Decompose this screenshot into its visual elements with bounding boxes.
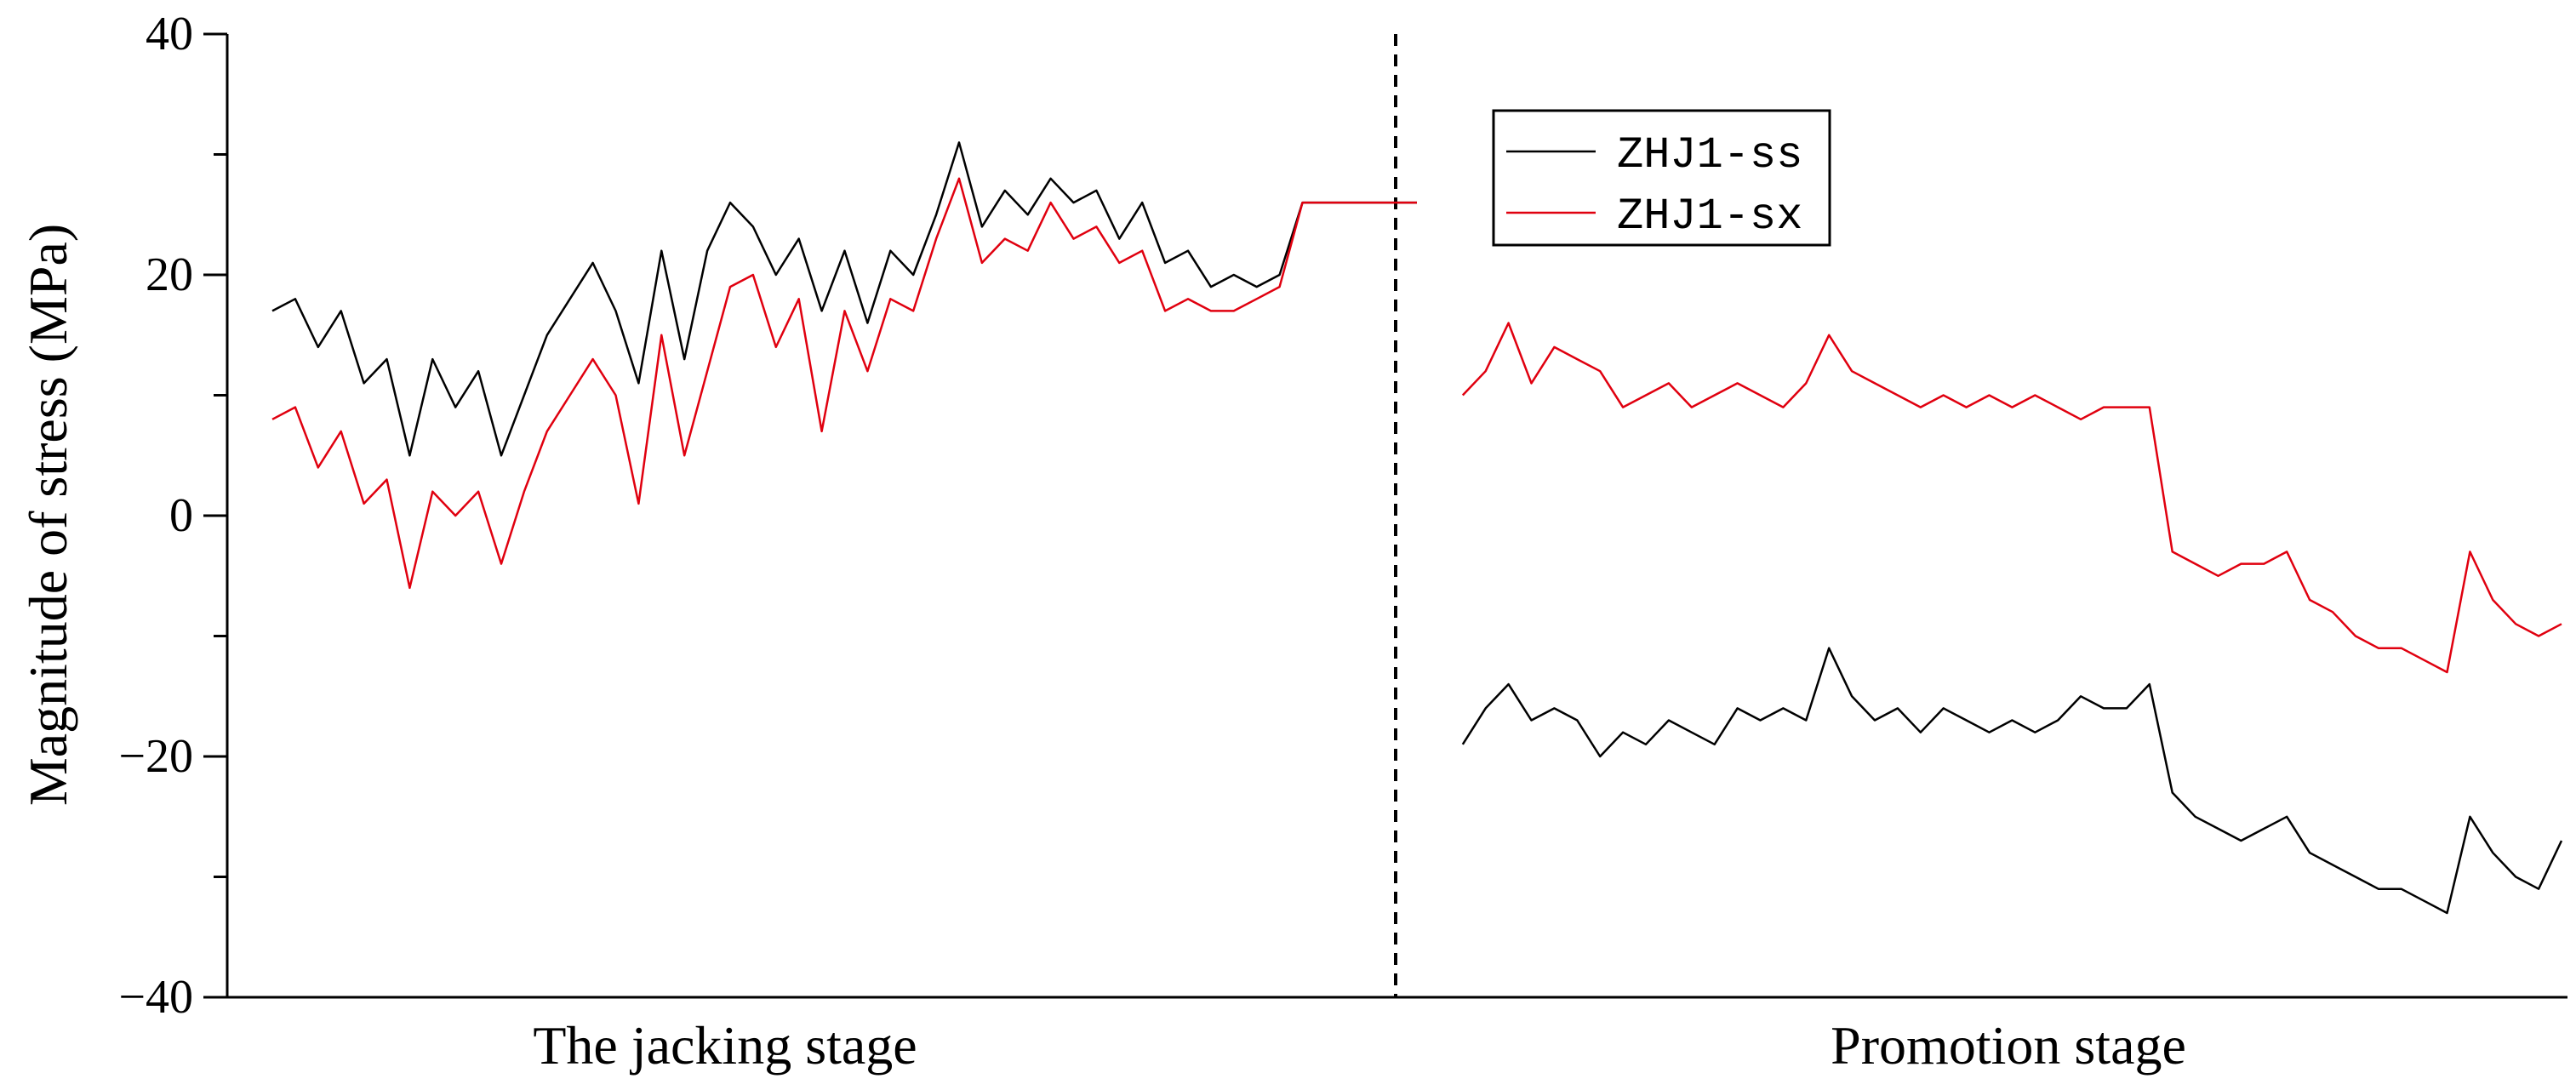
stage-label-promotion: Promotion stage — [1831, 1015, 2186, 1076]
series-group — [271, 141, 2563, 915]
y-tick-label: 20 — [146, 248, 193, 301]
series-line-ss-segment-0 — [271, 141, 1417, 457]
series-line-ss-segment-1 — [1461, 647, 2563, 915]
legend-box — [1492, 109, 1831, 247]
y-tick-label: −40 — [118, 971, 193, 1024]
legend-label-sx: ZHJ1-sx — [1617, 191, 1802, 242]
y-tick-label: 0 — [169, 489, 193, 542]
y-axis-title: Magnitude of stress (MPa) — [18, 224, 78, 806]
y-tick-label: 40 — [146, 8, 193, 60]
stage-label-jacking: The jacking stage — [533, 1015, 917, 1076]
legend: ZHJ1-ss ZHJ1-sx — [1492, 109, 1831, 247]
y-ticks — [203, 32, 227, 999]
series-line-sx-segment-0 — [271, 177, 1417, 590]
series-line-sx-segment-1 — [1461, 322, 2562, 674]
y-tick-labels: 40 20 0 −20 −40 — [118, 8, 193, 1024]
y-tick-label: −20 — [118, 730, 193, 783]
legend-label-ss: ZHJ1-ss — [1617, 130, 1802, 180]
